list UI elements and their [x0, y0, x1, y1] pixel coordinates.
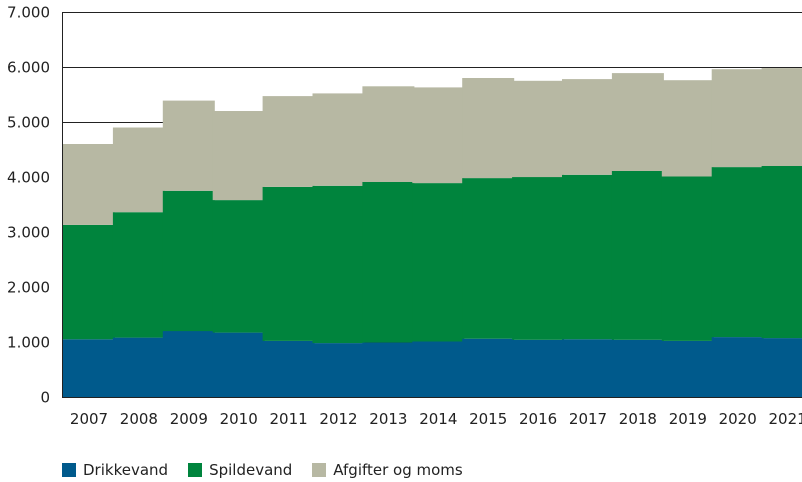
bar-2017-spildevand — [562, 174, 614, 340]
y-tick-label-0: 0 — [40, 389, 50, 407]
x-tick-label-2008: 2008 — [120, 410, 158, 428]
bar-2018-drikkevand — [611, 339, 664, 397]
bar-2007-spildevand — [63, 224, 115, 340]
bars — [63, 68, 802, 398]
bar-2007-afgifter-og-moms — [63, 144, 115, 225]
y-tick-label-6000: 6.000 — [7, 59, 50, 77]
bar-2012-spildevand — [312, 185, 365, 344]
legend-label-afgifter-og-moms: Afgifter og moms — [333, 461, 463, 479]
bar-2012-afgifter-og-moms — [312, 93, 365, 186]
legend-item-spildevand: Spildevand — [188, 461, 292, 479]
y-axis-tick-labels: 0 1.000 2.000 3.000 4.000 5.000 6.000 7.000 — [7, 4, 50, 407]
bar-2010-afgifter-og-moms — [212, 111, 265, 201]
bar-2021-spildevand — [761, 166, 802, 339]
bar-2013-drikkevand — [362, 342, 415, 397]
bar-2017-drikkevand — [562, 339, 614, 398]
bar-2013-afgifter-og-moms — [362, 86, 415, 182]
bar-2020-spildevand — [711, 167, 764, 338]
bar-2016-drikkevand — [512, 339, 565, 397]
y-tick-label-2000: 2.000 — [7, 279, 50, 297]
bar-2017-afgifter-og-moms — [562, 79, 614, 175]
x-tick-label-2009: 2009 — [170, 410, 208, 428]
bar-2009-spildevand — [162, 190, 215, 332]
x-tick-label-2013: 2013 — [369, 410, 407, 428]
legend: Drikkevand Spildevand Afgifter og moms — [62, 461, 483, 479]
bar-2007-drikkevand — [63, 339, 115, 398]
x-tick-label-2014: 2014 — [419, 410, 457, 428]
bar-2008-afgifter-og-moms — [112, 127, 165, 213]
x-tick-label-2007: 2007 — [70, 410, 108, 428]
bar-2015-afgifter-og-moms — [462, 78, 515, 179]
legend-label-spildevand: Spildevand — [209, 461, 293, 479]
bar-2021-afgifter-og-moms — [761, 68, 802, 166]
legend-item-drikkevand: Drikkevand — [62, 461, 168, 479]
bar-2019-afgifter-og-moms — [661, 80, 714, 177]
bar-2019-drikkevand — [661, 340, 714, 397]
x-tick-label-2018: 2018 — [619, 410, 657, 428]
bar-2015-drikkevand — [462, 338, 515, 397]
x-tick-label-2010: 2010 — [220, 410, 258, 428]
bar-2020-drikkevand — [711, 337, 764, 397]
x-tick-label-2021: 2021 — [769, 410, 802, 428]
bar-2019-spildevand — [661, 176, 714, 341]
bar-2018-spildevand — [611, 170, 664, 340]
bar-2021-drikkevand — [761, 338, 802, 397]
y-tick-label-3000: 3.000 — [7, 224, 50, 242]
legend-swatch-drikkevand — [62, 463, 76, 477]
bar-2020-afgifter-og-moms — [711, 69, 764, 168]
bar-2012-drikkevand — [312, 343, 365, 397]
bar-2018-afgifter-og-moms — [611, 73, 664, 171]
x-tick-label-2012: 2012 — [319, 410, 357, 428]
x-tick-label-2016: 2016 — [519, 410, 557, 428]
x-tick-label-2017: 2017 — [569, 410, 607, 428]
bar-2010-spildevand — [212, 200, 265, 333]
legend-label-drikkevand: Drikkevand — [83, 461, 169, 479]
bar-2010-drikkevand — [212, 332, 265, 397]
legend-item-afgifter-og-moms: Afgifter og moms — [312, 461, 463, 479]
legend-swatch-spildevand — [188, 463, 203, 477]
bar-2014-spildevand — [412, 183, 465, 342]
bar-2008-drikkevand — [112, 337, 165, 397]
bar-2009-afgifter-og-moms — [162, 100, 215, 191]
bar-2009-drikkevand — [162, 331, 215, 397]
x-tick-label-2011: 2011 — [270, 410, 308, 428]
bar-2016-afgifter-og-moms — [512, 80, 565, 178]
y-tick-label-7000: 7.000 — [7, 4, 50, 22]
bar-2016-spildevand — [512, 177, 565, 340]
x-tick-label-2019: 2019 — [669, 410, 707, 428]
x-axis-tick-labels: 2007 2008 2009 2010 2011 2012 2013 2014 2015 2016… — [70, 410, 802, 428]
bar-2014-drikkevand — [412, 341, 465, 397]
bar-2014-afgifter-og-moms — [412, 87, 465, 184]
bar-2011-afgifter-og-moms — [262, 96, 315, 187]
bar-2013-spildevand — [362, 181, 415, 343]
bar-2011-spildevand — [262, 186, 315, 341]
legend-swatch-afgifter-og-moms — [312, 463, 327, 477]
x-tick-label-2015: 2015 — [469, 410, 507, 428]
y-tick-label-5000: 5.000 — [7, 114, 50, 132]
x-tick-label-2020: 2020 — [719, 410, 757, 428]
bar-2011-drikkevand — [262, 340, 315, 397]
bar-2008-spildevand — [112, 212, 165, 338]
bar-2015-spildevand — [462, 178, 515, 339]
y-tick-label-4000: 4.000 — [7, 169, 50, 187]
y-tick-label-1000: 1.000 — [7, 334, 50, 352]
